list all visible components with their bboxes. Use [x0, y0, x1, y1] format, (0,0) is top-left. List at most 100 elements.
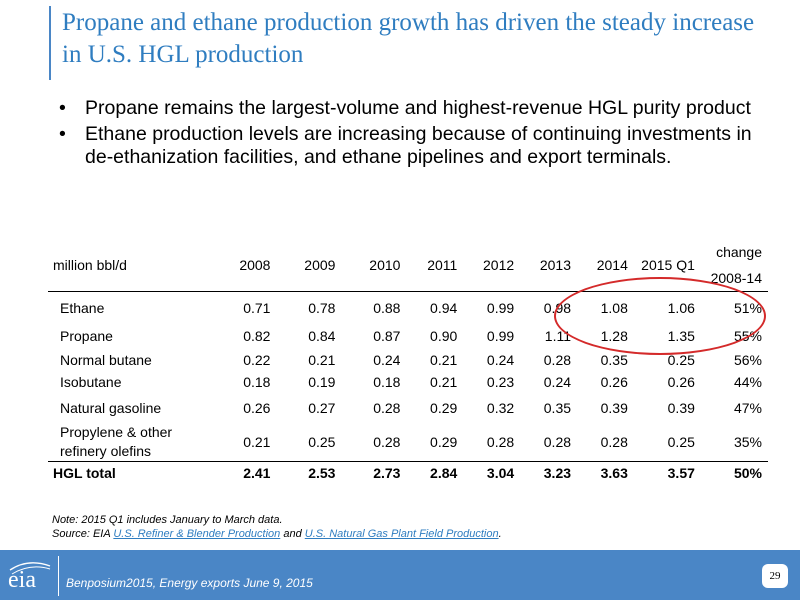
- table-cell: 0.39: [667, 399, 695, 416]
- table-cell: 0.24: [486, 351, 515, 368]
- row-label: Isobutane: [60, 373, 122, 390]
- column-header: 2009: [304, 256, 336, 273]
- table-cell: 0.18: [243, 373, 271, 390]
- change-cell: 55%: [733, 328, 762, 344]
- table-cell: 3.04: [486, 465, 515, 482]
- table-cell: 0.28: [486, 433, 515, 450]
- table-cell: 0.98: [543, 299, 572, 316]
- table-cell: 2.73: [373, 465, 401, 482]
- table-cell: 0.28: [373, 433, 401, 450]
- bullet-dot-icon: •: [59, 123, 66, 145]
- bullet-list: • Propane remains the largest-volume and …: [57, 97, 777, 172]
- table-cell: 0.25: [667, 351, 695, 368]
- table-cell: 0.25: [667, 433, 695, 450]
- table-cell: 0.21: [308, 351, 336, 368]
- change-header-line: 2008-14: [710, 269, 762, 286]
- bullet-text: Propane remains the largest-volume and h…: [85, 97, 751, 119]
- table-cell: 0.39: [600, 399, 628, 416]
- table-cell: 0.18: [373, 373, 401, 390]
- table-cell: 0.28: [373, 399, 401, 416]
- table-cell: 1.28: [600, 328, 628, 344]
- bullet-dot-icon: •: [59, 97, 66, 119]
- table-cell: 2.84: [430, 465, 458, 482]
- table-cell: 1.06: [667, 299, 695, 316]
- table-row: Propylene & other refinery olefins 0.21 …: [48, 423, 768, 462]
- row-label: Propane: [60, 328, 113, 344]
- change-cell: 44%: [733, 373, 762, 390]
- table-cell: 0.35: [543, 399, 572, 416]
- source-line: Source: EIA U.S. Refiner & Blender Produ…: [52, 527, 502, 541]
- change-cell: 50%: [733, 465, 762, 482]
- source-link-natural-gas-plant[interactable]: U.S. Natural Gas Plant Field Production: [304, 528, 499, 540]
- table-cell: 1.11: [544, 328, 572, 344]
- row-label: Normal butane: [60, 351, 152, 368]
- table-cell: 1.35: [667, 328, 695, 344]
- column-header: 2014: [596, 256, 628, 273]
- change-cell: 35%: [733, 433, 762, 450]
- source-link-refiner-blender[interactable]: U.S. Refiner & Blender Production: [113, 528, 281, 540]
- table-cell: 0.29: [430, 399, 458, 416]
- eia-logo-text: eia: [8, 567, 36, 593]
- bullet-text: Ethane production levels are increasing …: [85, 123, 752, 168]
- slide-title: Propane and ethane production growth has…: [62, 9, 755, 68]
- table-cell: 0.21: [430, 351, 458, 368]
- table-cell: 0.28: [543, 433, 572, 450]
- table-cell: 0.88: [373, 299, 401, 316]
- table-cell: 0.25: [308, 433, 336, 450]
- note-line: Note: 2015 Q1 includes January to March …: [52, 514, 283, 526]
- table-cell: 0.24: [373, 351, 401, 368]
- table-header-row: million bbl/d 2008 2009 2010 2011 2012 2…: [48, 238, 768, 292]
- table-cell: 0.29: [430, 433, 458, 450]
- column-header: 2010: [369, 256, 401, 273]
- table-cell: 0.19: [308, 373, 336, 390]
- table-cell: 0.28: [600, 433, 628, 450]
- row-label: Natural gasoline: [60, 399, 162, 416]
- table-cell: 0.26: [243, 399, 271, 416]
- bullet-item: • Ethane production levels are increasing…: [57, 123, 777, 169]
- column-header: 2011: [427, 256, 458, 273]
- title-accent-rule: [49, 6, 51, 80]
- eia-logo-swoosh-icon: [9, 562, 51, 575]
- table-cell: 0.21: [430, 373, 458, 390]
- table-cell: 0.82: [243, 328, 271, 344]
- production-table: million bbl/d 2008 2009 2010 2011 2012 2…: [48, 238, 768, 485]
- table-cell: 0.84: [308, 328, 336, 344]
- change-cell: 47%: [733, 399, 762, 416]
- footer-event-text: Benposium2015, Energy exports June 9, 20…: [66, 576, 313, 590]
- table-cell: 3.57: [667, 465, 695, 482]
- bullet-item: • Propane remains the largest-volume and …: [57, 97, 777, 120]
- change-cell: 56%: [733, 351, 762, 368]
- table-row: Propane 0.82 0.84 0.87 0.90 0.99 1.11 1.…: [48, 324, 768, 349]
- table-cell: 0.24: [543, 373, 572, 390]
- column-header: 2008: [239, 256, 271, 273]
- table-cell: 0.32: [486, 399, 515, 416]
- change-column-header: change 2008-14: [701, 238, 768, 292]
- change-header-line: change: [716, 243, 762, 260]
- table-cell: 3.23: [543, 465, 572, 482]
- row-label: HGL total: [53, 465, 116, 482]
- table-cell: 2.53: [308, 465, 336, 482]
- table-cell: 3.63: [600, 465, 628, 482]
- table-notes: Note: 2015 Q1 includes January to March …: [52, 513, 502, 541]
- table-cell: 0.23: [486, 373, 515, 390]
- footer-bar: [0, 550, 800, 600]
- table-row: Natural gasoline 0.26 0.27 0.28 0.29 0.3…: [48, 393, 768, 423]
- table-cell: 0.35: [600, 351, 628, 368]
- table-cell: 0.90: [430, 328, 458, 344]
- row-label: Ethane: [60, 299, 105, 316]
- column-header: 2015 Q1: [641, 256, 695, 273]
- production-table-container: million bbl/d 2008 2009 2010 2011 2012 2…: [48, 238, 768, 485]
- table-cell: 0.99: [486, 328, 515, 344]
- page-number: 29: [762, 564, 788, 588]
- table-cell: 0.22: [243, 351, 271, 368]
- table-cell: 0.87: [373, 328, 401, 344]
- table-row: Ethane 0.71 0.78 0.88 0.94 0.99 0.98 1.0…: [48, 292, 768, 324]
- row-label: Propylene & other refinery olefins: [48, 423, 211, 462]
- table-cell: 1.08: [600, 299, 628, 316]
- table-total-row: HGL total 2.41 2.53 2.73 2.84 3.04 3.23 …: [48, 461, 768, 485]
- table-cell: 0.71: [243, 299, 271, 316]
- table-cell: 0.28: [543, 351, 572, 368]
- table-cell: 0.26: [667, 373, 695, 390]
- table-cell: 0.99: [486, 299, 515, 316]
- table-cell: 0.78: [308, 299, 336, 316]
